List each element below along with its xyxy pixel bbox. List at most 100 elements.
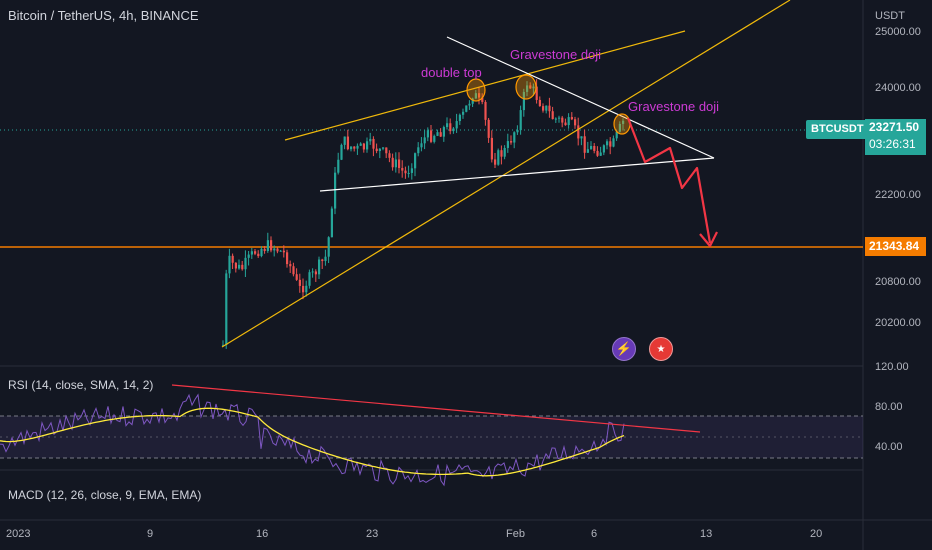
- candle-body: [478, 93, 481, 98]
- candle-body: [250, 251, 253, 255]
- candle-body: [618, 123, 621, 132]
- candle-body: [583, 136, 586, 153]
- candle-body: [500, 150, 503, 157]
- candle-body: [490, 137, 493, 160]
- candle-body: [353, 146, 356, 149]
- candle-body: [430, 130, 433, 142]
- candle-body: [302, 285, 305, 293]
- candle-body: [487, 119, 490, 138]
- candle-body: [449, 123, 452, 132]
- candle-body: [369, 138, 372, 142]
- candle-body: [394, 159, 397, 168]
- candle-body: [602, 145, 605, 153]
- candle-body: [257, 253, 260, 257]
- double-top-circle-1: [466, 78, 486, 102]
- us-flag-icon[interactable]: ★: [649, 337, 673, 361]
- candle-body: [356, 145, 359, 149]
- price-tick: 20200.00: [875, 317, 921, 329]
- candle-body: [593, 146, 596, 151]
- candle-body: [334, 172, 337, 209]
- price-axis[interactable]: 25000.00 24000.00 22200.00 20800.00 2020…: [875, 26, 921, 373]
- rising-support-line[interactable]: [221, 0, 791, 348]
- candle-body: [266, 240, 269, 251]
- time-tick: 9: [147, 528, 153, 540]
- time-tick: 2023: [6, 528, 30, 540]
- time-tick: 23: [366, 528, 378, 540]
- candle-body: [506, 141, 509, 148]
- candle-body: [410, 168, 413, 173]
- candle-body: [231, 255, 234, 263]
- gravestone-circle: [613, 113, 631, 135]
- candle-body: [538, 99, 541, 107]
- time-axis[interactable]: 2023 9 16 23 Feb 6 13 20: [6, 528, 822, 540]
- candle-body: [468, 103, 471, 106]
- candle-body: [234, 262, 237, 269]
- rsi-ma-line: [0, 407, 625, 477]
- candle-body: [340, 144, 343, 160]
- candle-body: [497, 150, 500, 165]
- macd-label[interactable]: MACD (12, 26, close, 9, EMA, EMA): [8, 488, 202, 502]
- candle-body: [596, 150, 599, 156]
- candle-body: [228, 255, 231, 274]
- candle-body: [609, 141, 612, 147]
- last-price-value: 23271.50: [869, 120, 920, 134]
- candle-body: [359, 143, 362, 146]
- double-top-circle-2: [515, 74, 537, 100]
- triangle-top-line[interactable]: [446, 36, 715, 159]
- candle-body: [465, 105, 468, 112]
- gravestone-annotation-2: Gravestone doji: [628, 99, 719, 114]
- candle-body: [481, 97, 484, 102]
- rsi-trendline[interactable]: [171, 384, 701, 433]
- rsi-axis[interactable]: 80.00 40.00: [875, 401, 903, 453]
- candle-body: [279, 250, 282, 252]
- triangle-bottom-line[interactable]: [319, 157, 715, 192]
- candle-body: [330, 208, 333, 238]
- candle-body: [343, 136, 346, 145]
- target-price-tag: 21343.84: [865, 237, 926, 256]
- candle-body: [471, 98, 474, 104]
- candle-body: [366, 141, 369, 150]
- candle-body: [586, 149, 589, 153]
- candle-body: [423, 137, 426, 144]
- candle-body: [532, 86, 535, 89]
- candle-body: [388, 153, 391, 158]
- symbol-tag: BTCUSDT: [806, 120, 869, 139]
- time-tick: 13: [700, 528, 712, 540]
- lightning-icon[interactable]: ⚡: [612, 337, 636, 361]
- candle-body: [346, 136, 349, 150]
- candle-body: [286, 252, 289, 265]
- channel-top-line[interactable]: [284, 30, 686, 141]
- trendlines[interactable]: [221, 0, 791, 348]
- candle-body: [292, 266, 295, 275]
- candle-body: [551, 111, 554, 120]
- candle-body: [522, 91, 525, 111]
- candle-body: [391, 157, 394, 168]
- candle-body: [404, 170, 407, 174]
- rsi-label[interactable]: RSI (14, close, SMA, 14, 2): [8, 378, 154, 392]
- candle-body: [282, 250, 285, 253]
- candle-body: [417, 147, 420, 154]
- candle-body: [295, 274, 298, 280]
- time-tick: Feb: [506, 528, 525, 540]
- candle-body: [375, 148, 378, 152]
- candle-body: [308, 272, 311, 286]
- candle-body: [561, 117, 564, 123]
- candle-body: [407, 172, 410, 174]
- candle-body: [337, 159, 340, 173]
- currency-label: USDT: [875, 10, 905, 22]
- candle-body: [260, 248, 263, 257]
- candle-body: [436, 132, 439, 136]
- candle-body: [433, 135, 436, 142]
- candle-body: [612, 138, 615, 147]
- candle-body: [535, 86, 538, 100]
- chart-title: Bitcoin / TetherUS, 4h, BINANCE: [8, 8, 199, 23]
- candle-body: [462, 111, 465, 115]
- candle-body: [548, 105, 551, 112]
- gravestone-annotation-1: Gravestone doji: [510, 47, 601, 62]
- candle-body: [526, 85, 529, 92]
- rsi-tick: 80.00: [875, 401, 903, 413]
- candle-body: [321, 259, 324, 262]
- rsi-tick: 40.00: [875, 441, 903, 453]
- time-tick: 20: [810, 528, 822, 540]
